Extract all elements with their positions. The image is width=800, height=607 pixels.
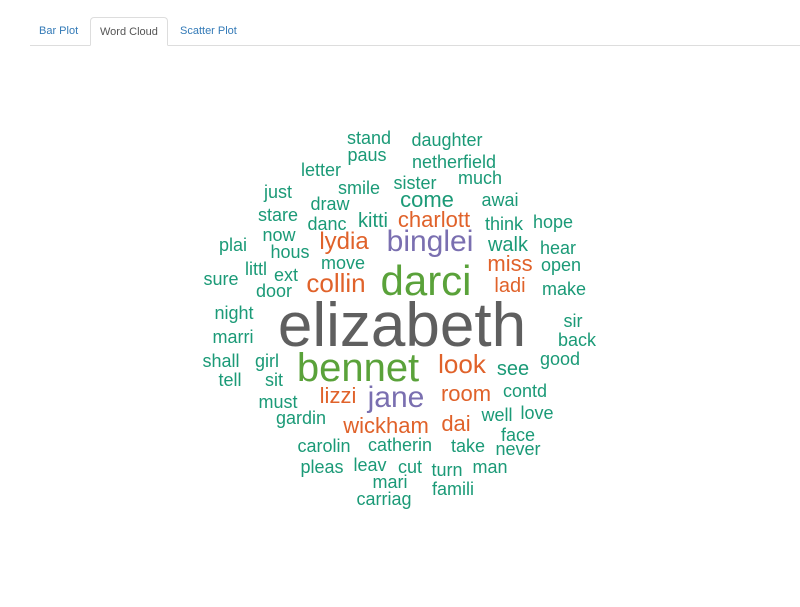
word-ladi: ladi (494, 275, 526, 297)
word-daughter: daughter (411, 130, 483, 150)
word-take: take (450, 436, 486, 456)
word-just: just (263, 182, 293, 202)
word-hous: hous (270, 242, 310, 262)
word-pleas: pleas (300, 457, 344, 477)
word-think: think (484, 214, 524, 234)
word-plai: plai (218, 235, 248, 255)
word-cloud: elizabeth bennet darci binglei jane collin lyd… (0, 46, 800, 607)
word-come: come (400, 187, 454, 212)
tab-bar: Bar Plot Word Cloud Scatter Plot (30, 17, 800, 46)
word-leav: leav (353, 455, 387, 475)
word-open: open (540, 255, 582, 275)
word-collin: collin (306, 268, 366, 298)
word-marri: marri (212, 327, 254, 347)
word-night: night (214, 303, 254, 323)
word-kitti: kitti (358, 210, 388, 232)
word-lydia: lydia (319, 228, 369, 255)
word-sister: sister (393, 173, 437, 193)
word-gardin: gardin (275, 408, 327, 428)
word-back: back (557, 330, 597, 350)
word-see: see (496, 358, 530, 380)
word-much: much (457, 168, 503, 188)
word-sir: sir (563, 311, 583, 331)
word-sit: sit (265, 370, 283, 390)
word-miss: miss (487, 251, 533, 276)
word-jane: jane (367, 381, 425, 414)
word-sure: sure (203, 269, 239, 289)
word-littl: littl (245, 259, 267, 279)
word-love: love (520, 403, 554, 423)
word-danc: danc (307, 214, 347, 234)
word-charlott: charlott (397, 207, 471, 232)
word-now: now (262, 225, 296, 245)
word-tell: tell (218, 370, 242, 390)
word-face: face (500, 425, 536, 445)
word-door: door (255, 281, 293, 301)
word-make: make (541, 279, 587, 299)
tab-bar-plot[interactable]: Bar Plot (39, 25, 79, 37)
word-lizzi: lizzi (319, 383, 357, 408)
word-catherin: catherin (367, 435, 433, 455)
word-must: must (258, 392, 298, 412)
word-elizabeth: elizabeth (277, 291, 527, 360)
word-letter: letter (300, 160, 342, 180)
word-mari: mari (372, 472, 408, 492)
word-wickham: wickham (343, 413, 429, 438)
word-stare: stare (257, 205, 299, 225)
word-darci: darci (380, 257, 472, 304)
word-famili: famili (431, 479, 475, 499)
word-cut: cut (397, 457, 423, 477)
word-draw: draw (310, 194, 350, 214)
word-smile: smile (337, 178, 381, 198)
word-ext: ext (273, 265, 299, 285)
word-netherfield: netherfield (411, 152, 497, 172)
word-good: good (539, 349, 581, 369)
word-shall: shall (202, 351, 240, 371)
word-hear: hear (539, 238, 577, 258)
word-paus: paus (347, 145, 387, 165)
word-dai: dai (441, 411, 471, 436)
word-room: room (440, 381, 492, 406)
tab-scatter-plot[interactable]: Scatter Plot (180, 25, 237, 37)
word-bennet: bennet (296, 346, 420, 390)
word-stand: stand (346, 128, 392, 148)
word-look: look (438, 349, 486, 379)
word-man: man (472, 457, 508, 477)
word-carriag: carriag (356, 489, 412, 509)
word-carolin: carolin (297, 436, 351, 456)
word-contd: contd (502, 381, 548, 401)
word-hope: hope (532, 212, 574, 232)
word-awai: awai (481, 190, 519, 210)
word-girl: girl (254, 351, 280, 371)
word-well: well (481, 405, 513, 425)
word-never: never (495, 439, 541, 459)
word-turn: turn (431, 460, 463, 480)
word-move: move (320, 253, 366, 273)
word-walk: walk (487, 234, 529, 256)
word-binglei: binglei (386, 225, 474, 258)
tab-word-cloud[interactable]: Word Cloud (90, 17, 168, 46)
